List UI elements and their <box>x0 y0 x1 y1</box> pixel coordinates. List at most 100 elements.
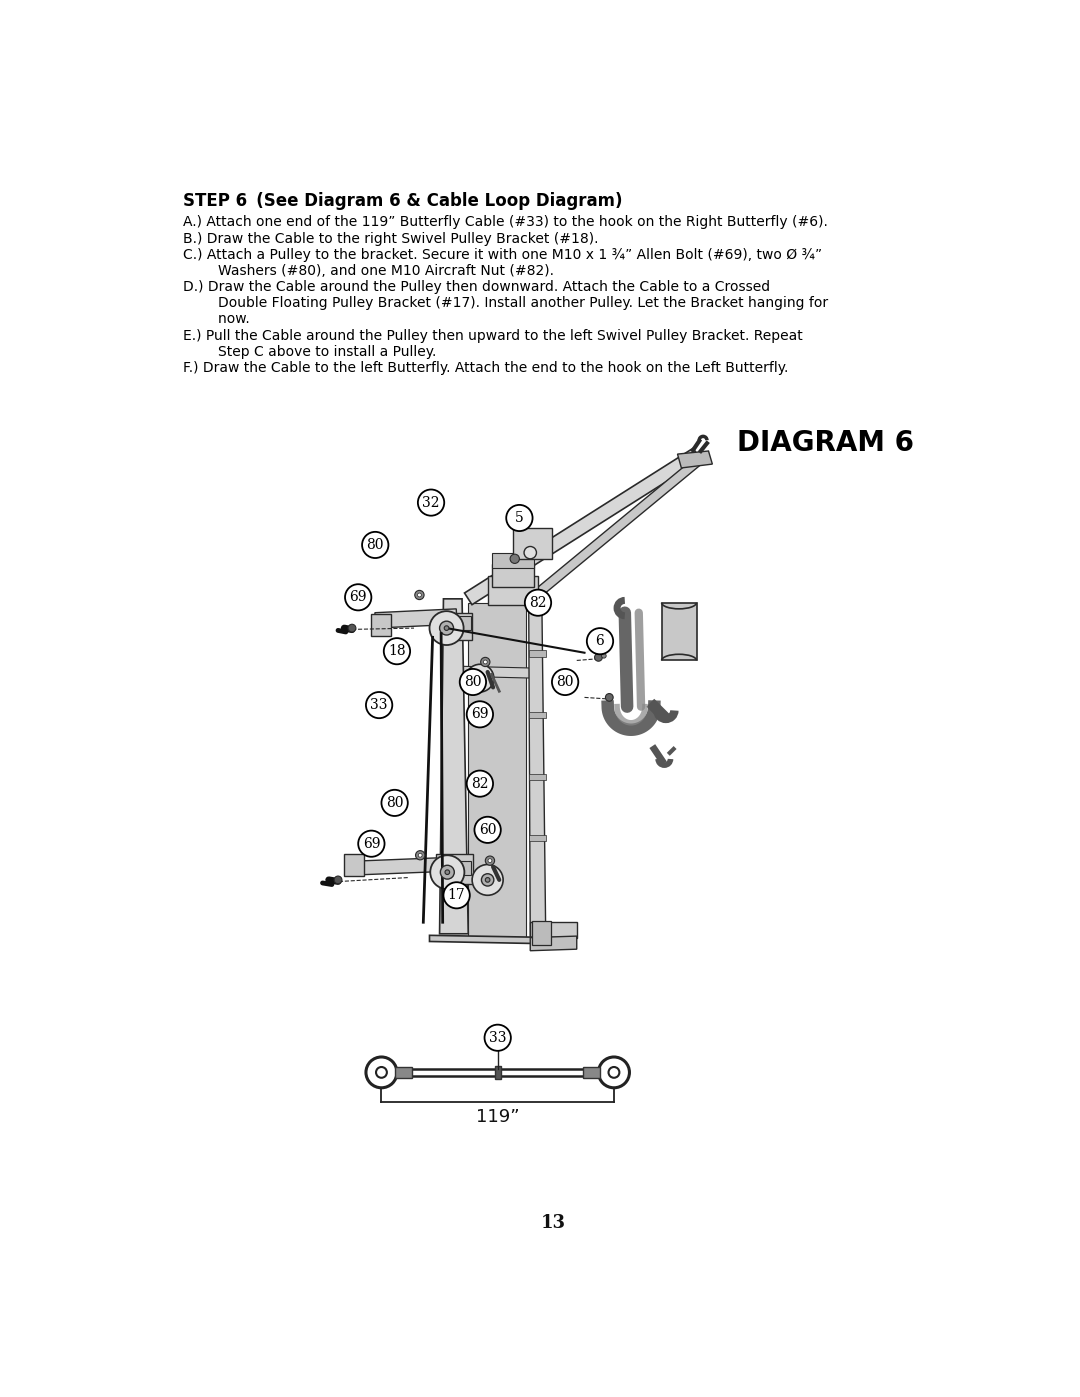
Bar <box>529 835 545 841</box>
Circle shape <box>381 789 408 816</box>
Text: 6: 6 <box>596 634 605 648</box>
Text: 80: 80 <box>464 675 482 689</box>
Circle shape <box>418 594 421 597</box>
Text: 80: 80 <box>556 675 573 689</box>
Circle shape <box>595 654 603 661</box>
Circle shape <box>586 629 613 654</box>
Circle shape <box>467 701 494 728</box>
Bar <box>495 1066 501 1078</box>
Circle shape <box>460 669 486 696</box>
Circle shape <box>482 873 494 886</box>
Circle shape <box>348 624 356 631</box>
Circle shape <box>418 854 422 858</box>
Bar <box>435 855 473 884</box>
Circle shape <box>418 489 444 515</box>
Bar <box>441 616 471 630</box>
Text: STEP 6: STEP 6 <box>183 193 247 211</box>
Circle shape <box>416 851 424 861</box>
Text: F.) Draw the Cable to the left Butterfly. Attach the end to the hook on the Left: F.) Draw the Cable to the left Butterfly… <box>183 360 788 374</box>
Text: 5: 5 <box>515 511 524 525</box>
Circle shape <box>552 669 578 696</box>
Text: 33: 33 <box>489 1031 507 1045</box>
Polygon shape <box>530 936 577 951</box>
Text: Washers (#80), and one M10 Aircraft Nut (#82).: Washers (#80), and one M10 Aircraft Nut … <box>183 264 554 278</box>
Text: A.) Attach one end of the 119” Butterfly Cable (#33) to the hook on the Right Bu: A.) Attach one end of the 119” Butterfly… <box>183 215 828 229</box>
Polygon shape <box>524 455 704 606</box>
Polygon shape <box>441 666 537 678</box>
Text: 69: 69 <box>363 837 380 851</box>
Circle shape <box>362 532 389 557</box>
Text: B.) Draw the Cable to the right Swivel Pulley Bracket (#18).: B.) Draw the Cable to the right Swivel P… <box>183 232 598 246</box>
Text: now.: now. <box>183 313 249 327</box>
Circle shape <box>441 865 455 879</box>
Text: 32: 32 <box>422 496 440 510</box>
Bar <box>529 774 545 780</box>
Bar <box>488 576 538 605</box>
Polygon shape <box>529 602 545 937</box>
Circle shape <box>485 1024 511 1051</box>
Circle shape <box>481 658 490 666</box>
Circle shape <box>524 546 537 559</box>
Polygon shape <box>464 448 701 605</box>
Text: 82: 82 <box>529 595 546 609</box>
Bar <box>513 528 552 559</box>
Bar <box>529 651 545 657</box>
Bar <box>662 602 697 661</box>
Circle shape <box>415 591 424 599</box>
Circle shape <box>444 626 449 630</box>
Circle shape <box>334 876 342 884</box>
Circle shape <box>440 622 454 636</box>
Text: 82: 82 <box>471 777 488 791</box>
Circle shape <box>602 654 606 658</box>
Polygon shape <box>440 599 469 933</box>
Circle shape <box>488 859 491 862</box>
Circle shape <box>430 855 464 888</box>
Circle shape <box>430 610 463 645</box>
Circle shape <box>478 676 482 680</box>
Text: 17: 17 <box>448 888 465 902</box>
Bar <box>395 1067 413 1077</box>
Bar <box>437 613 472 640</box>
Polygon shape <box>375 609 457 629</box>
Circle shape <box>474 673 485 683</box>
Polygon shape <box>430 936 562 944</box>
Text: 119”: 119” <box>476 1108 519 1126</box>
Text: Double Floating Pulley Bracket (#17). Install another Pulley. Let the Bracket ha: Double Floating Pulley Bracket (#17). In… <box>183 296 828 310</box>
Text: DIAGRAM 6: DIAGRAM 6 <box>737 429 914 457</box>
Circle shape <box>359 831 384 856</box>
Circle shape <box>366 692 392 718</box>
Circle shape <box>510 555 519 563</box>
Circle shape <box>507 504 532 531</box>
Bar <box>372 615 391 636</box>
Bar <box>529 712 545 718</box>
Circle shape <box>606 693 613 701</box>
Circle shape <box>445 870 449 875</box>
Circle shape <box>345 584 372 610</box>
Circle shape <box>467 771 494 796</box>
Circle shape <box>465 665 494 692</box>
Text: (See Diagram 6 & Cable Loop Diagram): (See Diagram 6 & Cable Loop Diagram) <box>239 193 622 211</box>
Circle shape <box>484 659 487 664</box>
Bar <box>583 1067 600 1077</box>
Bar <box>440 861 471 875</box>
Polygon shape <box>348 858 445 876</box>
Circle shape <box>444 882 470 908</box>
Circle shape <box>474 817 501 842</box>
Polygon shape <box>677 451 713 468</box>
Bar <box>531 921 551 946</box>
Bar <box>491 564 535 587</box>
Text: 80: 80 <box>386 796 403 810</box>
Text: 33: 33 <box>370 698 388 712</box>
Bar <box>530 922 577 937</box>
Text: D.) Draw the Cable around the Pulley then downward. Attach the Cable to a Crosse: D.) Draw the Cable around the Pulley the… <box>183 279 770 293</box>
Text: Step C above to install a Pulley.: Step C above to install a Pulley. <box>183 345 436 359</box>
Text: 60: 60 <box>478 823 497 837</box>
Text: C.) Attach a Pulley to the bracket. Secure it with one M10 x 1 ¾” Allen Bolt (#6: C.) Attach a Pulley to the bracket. Secu… <box>183 247 822 261</box>
Circle shape <box>485 856 495 865</box>
Circle shape <box>383 638 410 665</box>
Bar <box>491 553 535 569</box>
Circle shape <box>525 590 551 616</box>
Text: 13: 13 <box>541 1214 566 1232</box>
Text: E.) Pull the Cable around the Pulley then upward to the left Swivel Pulley Brack: E.) Pull the Cable around the Pulley the… <box>183 328 802 342</box>
Text: 69: 69 <box>350 591 367 605</box>
